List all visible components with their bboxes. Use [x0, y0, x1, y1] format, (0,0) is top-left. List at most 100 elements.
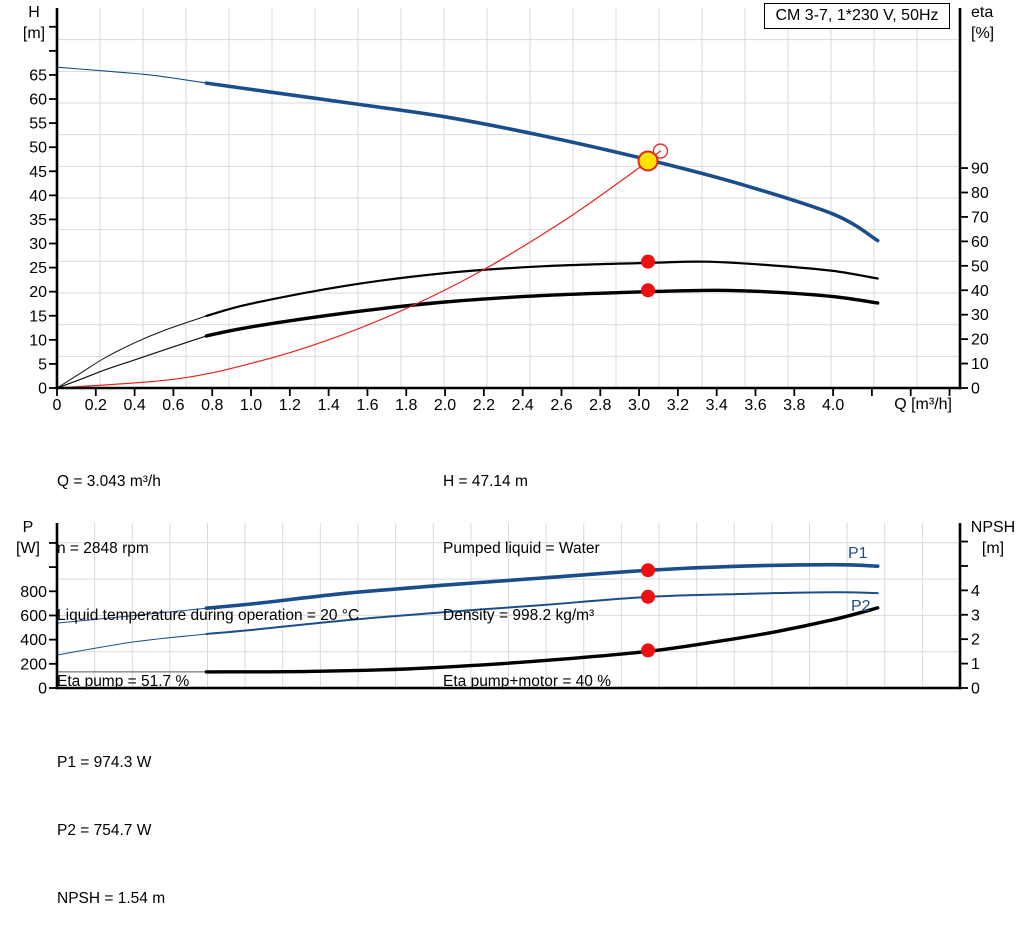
info-eta-pump-motor: Eta pump+motor = 40 %	[443, 673, 612, 691]
p-axis-symbol: P	[22, 519, 34, 536]
tick-label-right: 40	[971, 283, 989, 300]
tick-label-left: 200	[20, 656, 47, 673]
npsh-axis-symbol: NPSH	[970, 519, 1016, 536]
eta-axis-symbol: eta	[971, 4, 994, 21]
tick-label-right: 0	[971, 381, 980, 398]
duty-info-right: H = 47.14 m Pumped liquid = Water Densit…	[443, 427, 611, 716]
tick-label-right: 80	[971, 185, 989, 202]
tick-label-x: 2.8	[589, 397, 611, 414]
tick-label-x: 1.6	[356, 397, 378, 414]
tick-label-x: 2.2	[473, 397, 495, 414]
tick-label-right: 60	[971, 234, 989, 251]
npsh-curve	[204, 606, 880, 674]
duty-info-left: Q = 3.043 m³/h n = 2848 rpm Liquid tempe…	[57, 427, 359, 716]
p2-curve	[205, 591, 879, 635]
npsh-axis-unit: [m]	[981, 540, 1005, 557]
info-p2: P2 = 754.7 W	[57, 822, 152, 840]
power-info-block: P1 = 974.3 W P2 = 754.7 W NPSH = 1.54 m	[57, 705, 165, 933]
tick-label-left: 0	[38, 381, 47, 398]
system-curve	[56, 150, 661, 389]
info-liquid-temp: Liquid temperature during operation = 20…	[57, 606, 360, 624]
tick-label-x: 3.8	[783, 397, 805, 414]
tick-label-x: 0.8	[201, 397, 223, 414]
tick-label-left: 55	[29, 116, 47, 133]
duty-point-marker[interactable]	[637, 150, 659, 172]
tick-label-right: 3	[971, 607, 980, 624]
tick-label-x: 2.4	[512, 397, 534, 414]
h-axis-unit: [m]	[22, 25, 46, 42]
tick-label-left: 20	[29, 284, 47, 301]
tick-label-left: 30	[29, 236, 47, 253]
tick-label-right: 2	[971, 632, 980, 649]
tick-label-right: 70	[971, 209, 989, 226]
pump-title-box: CM 3-7, 1*230 V, 50Hz	[764, 3, 950, 29]
tick-label-right: 0	[971, 681, 980, 698]
head-curve-thin	[56, 66, 207, 84]
tick-label-right: 4	[971, 583, 980, 600]
system-curve-end-ring	[652, 143, 669, 159]
tick-label-right: 90	[971, 161, 989, 178]
p2-curve-label: P2	[851, 598, 871, 615]
info-flow: Q = 3.043 m³/h	[57, 473, 161, 491]
pump-curve-chart: 0510152025303540455055606501020304050607…	[20, 8, 989, 698]
eta-axis-label: eta [%]	[971, 2, 1021, 44]
tick-label-left: 65	[29, 67, 47, 84]
tick-label-x: 2.0	[434, 397, 456, 414]
info-npsh: NPSH = 1.54 m	[57, 890, 166, 908]
tick-label-right: 50	[971, 258, 989, 275]
operating-point-dot	[641, 254, 656, 269]
head-curve	[204, 81, 880, 243]
tick-label-x: 3.6	[744, 397, 766, 414]
npsh-axis-label: NPSH [m]	[964, 517, 1022, 559]
eta-pump-motor-curve	[204, 288, 880, 338]
tick-label-x: 1.8	[395, 397, 417, 414]
tick-label-right: 10	[971, 356, 989, 373]
tick-label-left: 10	[29, 332, 47, 349]
tick-label-x: 1.0	[240, 397, 262, 414]
info-speed: n = 2848 rpm	[57, 540, 149, 557]
h-axis-symbol: H	[28, 4, 40, 21]
p-axis-unit: [W]	[16, 540, 40, 557]
tick-label-x: 1.2	[279, 397, 301, 414]
tick-label-x: 0.2	[85, 397, 107, 414]
tick-label-x: 0.4	[123, 397, 145, 414]
tick-label-x: 4.0	[822, 397, 844, 414]
eta-pump-curve	[205, 260, 879, 317]
p1-curve-label: P1	[848, 545, 868, 562]
tick-label-left: 800	[20, 584, 47, 601]
operating-point-dot	[641, 563, 656, 578]
tick-label-x: 2.6	[550, 397, 572, 414]
operating-point-dot	[641, 283, 656, 298]
tick-label-left: 15	[29, 308, 47, 325]
p1-curve-thin	[56, 607, 207, 624]
tick-label-x: 0	[53, 397, 62, 414]
tick-label-left: 600	[20, 608, 47, 625]
eta-pump-motor-curve-thin	[56, 335, 207, 389]
tick-label-right: 1	[971, 656, 980, 673]
tick-label-left: 40	[29, 188, 47, 205]
p2-curve-thin	[56, 633, 207, 656]
tick-label-left: 60	[29, 92, 47, 109]
pump-title: CM 3-7, 1*230 V, 50Hz	[775, 7, 939, 24]
info-eta-pump: Eta pump = 51.7 %	[57, 673, 190, 691]
tick-label-x: 3.4	[706, 397, 728, 414]
operating-point-dot	[641, 589, 656, 604]
info-density: Density = 998.2 kg/m³	[443, 606, 595, 624]
tick-label-right: 30	[971, 307, 989, 324]
tick-label-x: 3.2	[667, 397, 689, 414]
tick-label-left: 45	[29, 164, 47, 181]
tick-label-x: 1.4	[318, 397, 340, 414]
p-axis-label: P [W]	[8, 517, 48, 559]
tick-label-left: 25	[29, 260, 47, 277]
h-axis-label: H [m]	[14, 2, 54, 44]
tick-label-left: 400	[20, 632, 47, 649]
tick-label-left: 0	[38, 681, 47, 698]
tick-label-x: 0.6	[162, 397, 184, 414]
tick-label-left: 50	[29, 140, 47, 157]
eta-pump-curve-thin	[56, 315, 207, 389]
tick-label-left: 5	[38, 356, 47, 373]
tick-label-right: 20	[971, 332, 989, 349]
eta-axis-unit: [%]	[971, 25, 995, 42]
tick-label-left: 35	[29, 212, 47, 229]
q-axis-label: Q [m³/h]	[894, 396, 952, 413]
